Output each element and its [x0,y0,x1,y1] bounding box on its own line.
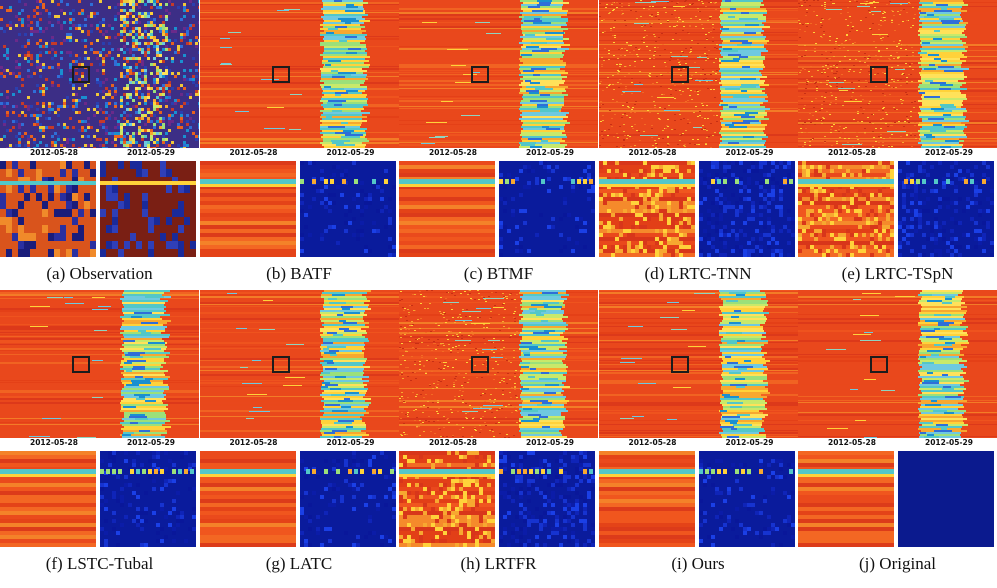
date-tick-right: 2012-05-29 [725,148,774,157]
date-tick-left: 2012-05-28 [429,148,477,157]
panel-caption: (d) LRTC-TNN [644,264,752,283]
date-tick-left: 2012-05-28 [828,148,876,157]
date-axis: 2012-05-28 2012-05-29 [0,438,199,450]
figure-panel: 2012-05-28 2012-05-29 (f) LSTC-Tubal [0,290,199,583]
zoom-inset-day2 [100,161,196,257]
zoom-selection-box [471,356,489,373]
figure-panel: 2012-05-28 2012-05-29 (a) Observation [0,0,199,293]
date-tick-right: 2012-05-29 [925,438,973,447]
date-tick-right: 2012-05-29 [326,148,375,157]
zoom-selection-box [670,356,689,373]
zoom-inset-day1 [798,451,894,547]
zoom-inset-day2 [299,451,396,547]
date-tick-left: 2012-05-28 [30,148,78,157]
date-tick-right: 2012-05-29 [326,438,375,447]
date-axis: 2012-05-28 2012-05-29 [798,148,997,160]
panel-caption: (b) BATF [266,264,332,283]
zoom-inset-day2 [499,161,595,257]
panel-caption: (c) BTMF [463,264,534,283]
zoom-inset-day1 [798,161,894,257]
zoom-selection-box [870,356,888,373]
zoom-inset-day1 [0,451,96,547]
traffic-heatmap [598,290,798,438]
panel-caption: (f) LSTC-Tubal [45,554,154,573]
zoom-inset-day2 [299,161,396,257]
date-tick-right: 2012-05-29 [127,438,175,447]
panel-caption: (j) Original [859,554,936,573]
date-tick-right: 2012-05-29 [526,438,574,447]
date-tick-right: 2012-05-29 [925,148,973,157]
date-axis: 2012-05-28 2012-05-29 [0,148,199,160]
zoom-inset-day2 [898,451,994,547]
date-axis: 2012-05-28 2012-05-29 [399,438,598,450]
zoom-inset-day1 [598,451,695,547]
traffic-heatmap [399,0,598,148]
panel-caption: (e) LRTC-TSpN [841,264,954,283]
figure-panel: 2012-05-28 2012-05-29 (h) LRTFR [399,290,598,583]
figure-panel: 2012-05-28 2012-05-29 (j) Original [798,290,997,583]
figure-panel: 2012-05-28 2012-05-29 (e) LRTC-TSpN [798,0,997,293]
panel-caption: (h) LRTFR [460,554,537,573]
date-tick-left: 2012-05-28 [429,438,477,447]
date-tick-left: 2012-05-28 [30,438,78,447]
traffic-heatmap [798,0,997,148]
zoom-selection-box [870,66,888,83]
traffic-heatmap [199,0,399,148]
panel-caption: (g) LATC [265,554,333,573]
zoom-inset-day1 [199,161,296,257]
zoom-selection-box [271,356,290,373]
traffic-heatmap [0,0,199,148]
date-axis: 2012-05-28 2012-05-29 [599,438,798,450]
figure-panel: 2012-05-28 2012-05-29 (i) Ours [598,290,798,583]
date-tick-left: 2012-05-28 [628,148,677,157]
zoom-inset-day1 [199,451,296,547]
zoom-selection-box [72,356,90,373]
figure-panel: 2012-05-28 2012-05-29 (c) BTMF [399,0,598,293]
date-axis: 2012-05-28 2012-05-29 [200,438,399,450]
zoom-inset-day2 [499,451,595,547]
date-tick-right: 2012-05-29 [526,148,574,157]
date-tick-left: 2012-05-28 [828,438,876,447]
date-tick-right: 2012-05-29 [127,148,175,157]
figure-panel: 2012-05-28 2012-05-29 (d) LRTC-TNN [598,0,798,293]
date-axis: 2012-05-28 2012-05-29 [200,148,399,160]
date-tick-left: 2012-05-28 [229,438,278,447]
zoom-inset-day1 [399,161,495,257]
zoom-selection-box [471,66,489,83]
traffic-heatmap [598,0,798,148]
zoom-inset-day2 [698,451,795,547]
zoom-inset-day1 [399,451,495,547]
zoom-inset-day1 [0,161,96,257]
zoom-inset-day2 [698,161,795,257]
traffic-heatmap [199,290,399,438]
traffic-heatmap [798,290,997,438]
date-axis: 2012-05-28 2012-05-29 [599,148,798,160]
date-axis: 2012-05-28 2012-05-29 [798,438,997,450]
figure-panel: 2012-05-28 2012-05-29 (b) BATF [199,0,399,293]
traffic-heatmap [399,290,598,438]
figure-panel: 2012-05-28 2012-05-29 (g) LATC [199,290,399,583]
zoom-inset-day2 [100,451,196,547]
traffic-heatmap [0,290,199,438]
panel-caption: (a) Observation [46,264,153,283]
date-axis: 2012-05-28 2012-05-29 [399,148,598,160]
zoom-inset-day1 [598,161,695,257]
zoom-inset-day2 [898,161,994,257]
panel-caption: (i) Ours [671,554,725,573]
date-tick-right: 2012-05-29 [725,438,774,447]
zoom-selection-box [670,66,689,83]
date-tick-left: 2012-05-28 [229,148,278,157]
zoom-selection-box [271,66,290,83]
zoom-selection-box [72,66,90,83]
date-tick-left: 2012-05-28 [628,438,677,447]
